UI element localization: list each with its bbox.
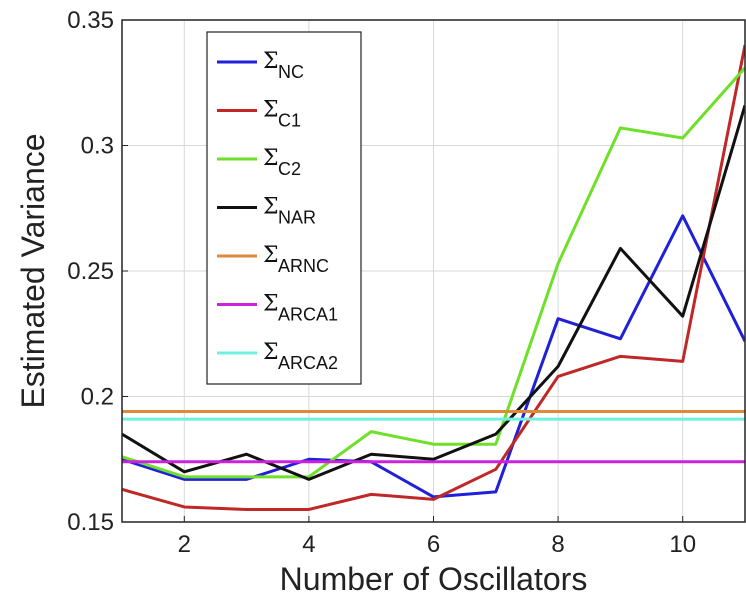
legend-symbol: Σ bbox=[263, 243, 279, 268]
legend-symbol: Σ bbox=[263, 146, 279, 171]
series-lines bbox=[122, 44, 745, 511]
y-tick-label: 0.2 bbox=[81, 384, 114, 411]
y-tick-label: 0.35 bbox=[67, 7, 114, 34]
legend-label-c1: C1 bbox=[278, 111, 301, 131]
legend-label-c2: C2 bbox=[278, 159, 301, 179]
legend-symbol: Σ bbox=[263, 292, 279, 317]
y-tick-label: 0.3 bbox=[81, 133, 114, 160]
x-tick-label: 4 bbox=[302, 531, 315, 558]
legend-label-arca1: ARCA1 bbox=[278, 305, 338, 325]
x-tick-label: 6 bbox=[427, 531, 440, 558]
x-tick-label: 10 bbox=[669, 531, 696, 558]
series-line-nar bbox=[122, 104, 745, 481]
series-line-c1 bbox=[122, 44, 745, 511]
series-line-nc bbox=[122, 214, 745, 499]
legend-symbol: Σ bbox=[263, 98, 279, 123]
legend-symbol: Σ bbox=[263, 49, 279, 74]
x-tick-label: 8 bbox=[551, 531, 564, 558]
legend-label-nar: NAR bbox=[278, 208, 316, 228]
y-axis-ticks: 0.15 0.2 0.25 0.3 0.35 bbox=[67, 7, 128, 536]
x-tick-label: 2 bbox=[178, 531, 191, 558]
legend-label-nc: NC bbox=[278, 62, 304, 82]
y-tick-label: 0.15 bbox=[67, 509, 114, 536]
x-axis-ticks: 2 4 6 8 10 bbox=[178, 516, 696, 558]
y-tick-label: 0.25 bbox=[67, 258, 114, 285]
legend-label-arca2: ARCA2 bbox=[278, 353, 338, 373]
y-axis-label: Estimated Variance bbox=[15, 133, 51, 408]
legend-symbol: Σ bbox=[263, 340, 279, 365]
x-axis-label: Number of Oscillators bbox=[280, 561, 588, 597]
legend-label-arnc: ARNC bbox=[278, 256, 329, 276]
series-line-c2 bbox=[122, 66, 745, 479]
legend-symbol: Σ bbox=[263, 195, 279, 220]
